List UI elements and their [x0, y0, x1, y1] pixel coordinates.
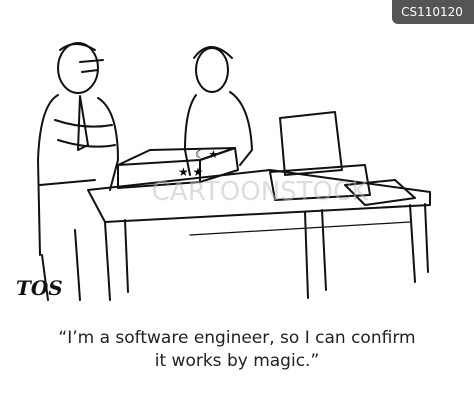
man-legs: [41, 229, 81, 301]
man-body: [37, 94, 119, 256]
man-glasses: [79, 59, 104, 73]
man-hair: [59, 43, 96, 51]
star: ★ ★: [178, 165, 203, 179]
computer: [269, 111, 416, 206]
base: [269, 164, 371, 201]
man-head: [57, 42, 99, 94]
woman-hair: [193, 46, 233, 59]
watermark: CARTOONSTOCK: [152, 177, 369, 207]
monitor: [279, 111, 343, 176]
table: [87, 169, 431, 301]
man-belt: [39, 179, 96, 186]
man: [37, 42, 119, 301]
signature: TOS: [16, 276, 63, 300]
table-rail: [189, 221, 411, 236]
boxes: ★ ★ ☾ ★: [117, 147, 239, 189]
badge-box: [392, 0, 474, 24]
box-side: [199, 147, 239, 183]
man-tie: [77, 95, 89, 151]
caption-line: it works by magic.”: [155, 351, 320, 371]
table-legs: [104, 203, 429, 301]
keyboard: [344, 179, 416, 206]
table-top: [87, 169, 431, 223]
badge: CS110120: [392, 0, 474, 24]
badge-text: CS110120: [401, 5, 463, 19]
moon: ☾ ★: [195, 148, 218, 161]
caption-line: “I’m a software engineer, so I can confi…: [58, 328, 415, 348]
